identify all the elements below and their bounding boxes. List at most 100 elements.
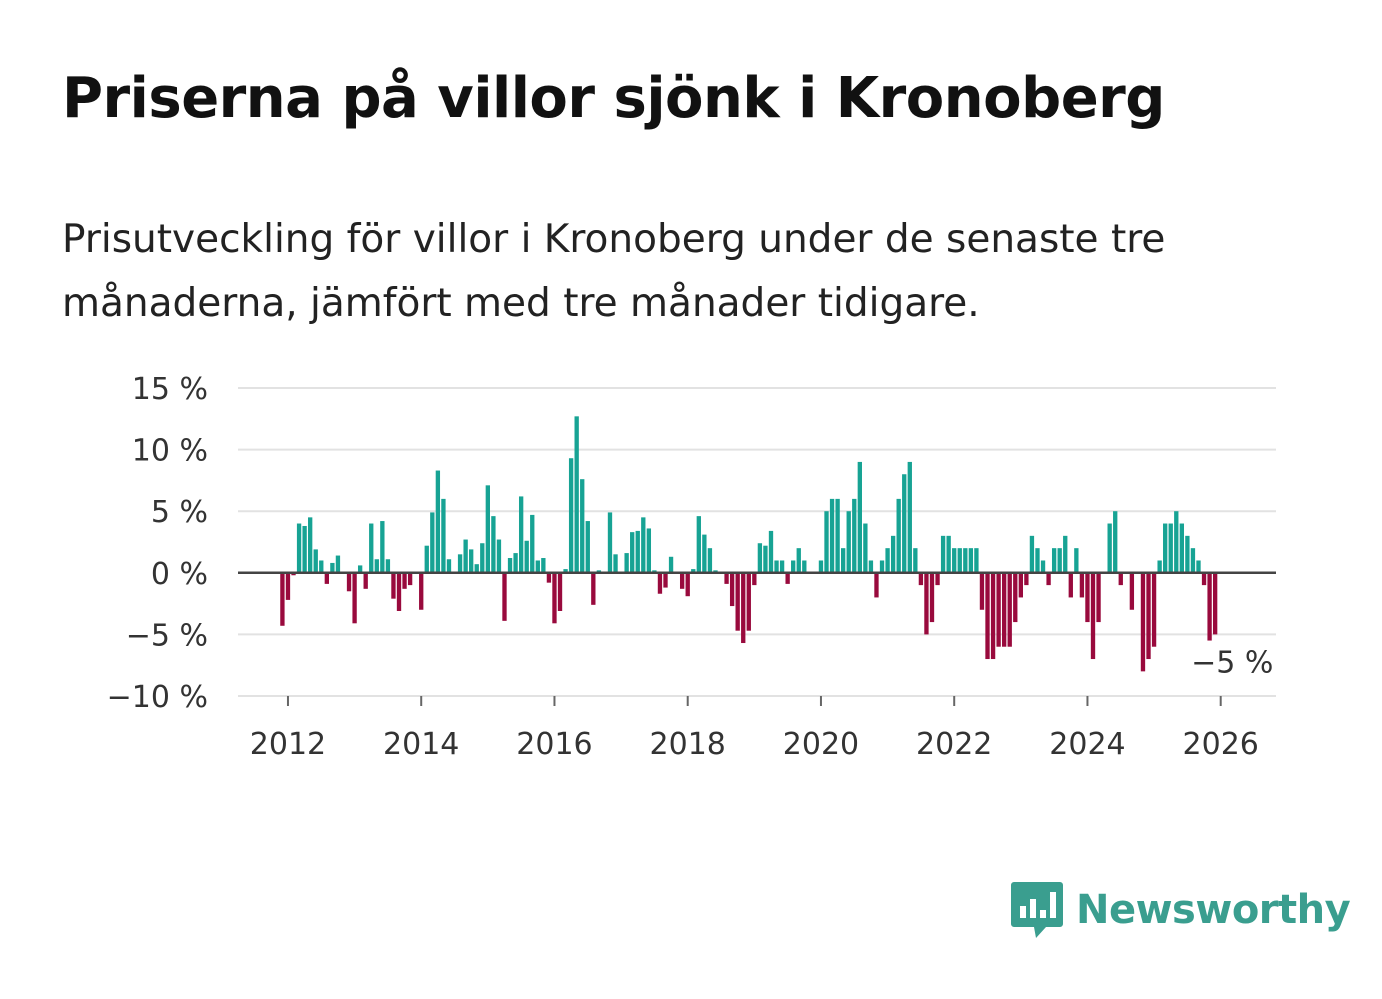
bar [1085,572,1090,623]
bar [335,555,341,573]
bar [907,461,912,573]
bar [691,569,696,573]
bar [552,572,557,624]
x-tick-label: 2016 [516,727,592,762]
bar [929,572,935,623]
bar [841,548,846,573]
bar [1212,572,1218,635]
bar [280,572,285,626]
bar [646,528,652,573]
bar [752,572,757,586]
bar [779,560,785,573]
bar [635,530,640,573]
bar [474,564,479,573]
y-tick-label: −10 % [107,680,208,715]
bar [369,523,374,573]
bar [1046,572,1051,586]
y-tick-label: 10 % [132,434,208,469]
bar [302,525,307,573]
axes [238,571,1276,706]
y-tick-label: −5 % [126,618,208,653]
bar [308,517,313,573]
bar [518,496,524,573]
bar [463,539,468,573]
bar [480,543,485,573]
bar [757,543,763,573]
bar [568,458,574,573]
bar [890,535,896,573]
bar [1129,572,1135,610]
bar [502,572,507,621]
grid-lines [238,387,1276,697]
bar [424,545,429,573]
bar [324,572,329,584]
brand-name: Newsworthy [1076,887,1351,933]
bar [407,572,413,586]
bar [829,498,835,573]
bar [996,572,1001,647]
bar [1157,560,1162,573]
bar [563,569,568,573]
bar [630,532,635,573]
bars [280,416,1218,672]
bar [918,572,924,586]
bar [924,572,929,635]
bar [296,523,302,573]
bar [940,535,946,573]
bar [885,548,890,573]
bar [852,498,857,573]
x-axis-labels: 2012 2014 2016 2018 2020 2022 2024 2026 [250,727,1259,762]
bar [774,560,779,573]
chart-subtitle: Prisutveckling för villor i Kronoberg un… [62,217,1166,326]
bar [685,572,690,597]
bar [591,572,596,605]
bar [352,572,357,624]
bar [746,572,751,631]
bar [707,548,713,573]
bar [491,516,496,573]
bar [1107,523,1112,573]
bar [585,521,590,573]
bar [1079,572,1085,598]
bar [1190,548,1196,573]
bar [824,511,829,573]
bar [402,572,407,589]
bar [657,572,663,594]
bar [791,560,796,573]
bar [1140,572,1146,672]
bar [985,572,990,660]
bar [1007,572,1012,647]
bar [1029,535,1035,573]
bar [796,548,801,573]
bar [818,560,824,573]
bar [607,512,613,573]
x-tick-label: 2014 [383,727,459,762]
bar [524,540,529,573]
bar [546,572,552,583]
bar [396,572,402,611]
bar [729,572,735,607]
bar [768,530,774,573]
bar [835,498,840,573]
bar [1090,572,1096,660]
bar [374,559,379,573]
y-axis-labels: 15 % 10 % 5 % 0 % −5 % −10 % [107,372,208,715]
bar [1074,548,1079,573]
bar [696,516,701,573]
bar [1201,572,1207,586]
bar [702,534,707,573]
bar [1051,548,1057,573]
bar [868,560,874,573]
bar [857,461,862,573]
bar [946,535,951,573]
bar [419,572,424,610]
bar [1179,523,1184,573]
bar [963,548,968,573]
x-tick-label: 2012 [250,727,326,762]
bar [380,521,385,573]
bar [913,548,918,573]
bar [1151,572,1157,647]
bar [879,560,885,573]
bar [896,498,901,573]
bar [902,474,907,573]
